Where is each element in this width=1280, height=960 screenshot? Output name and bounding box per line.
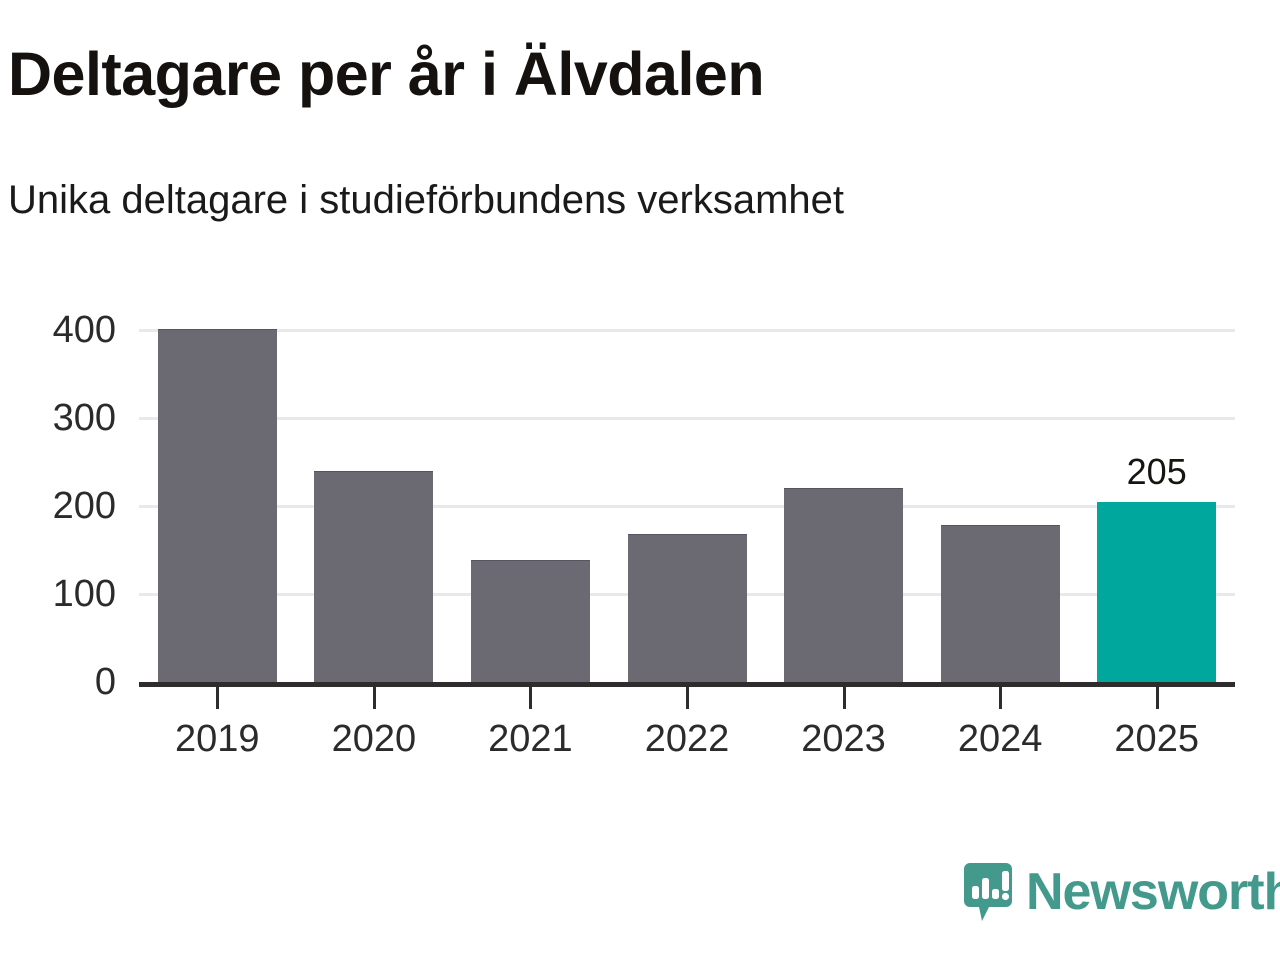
- chart-subtitle: Unika deltagare i studieförbundens verks…: [8, 178, 845, 222]
- speech-bubble-bar-chart-icon: [964, 863, 1012, 921]
- x-axis-tick: [372, 687, 376, 709]
- newsworthy-logo: Newsworthy: [962, 861, 1280, 923]
- bar-2019[interactable]: [157, 329, 277, 682]
- brand-name: Newsworthy: [1026, 863, 1280, 921]
- x-axis-label-2020: 2020: [331, 718, 417, 760]
- gridline: [139, 329, 1235, 332]
- bar-2023[interactable]: [784, 487, 904, 682]
- gridline: [139, 417, 1235, 420]
- x-axis-tick: [842, 687, 846, 709]
- bar-2020[interactable]: [314, 470, 434, 682]
- plot-area: 205 2019 2020 2021 2022 2023 2024 2025: [139, 329, 1235, 758]
- x-axis-tick: [1155, 687, 1159, 709]
- x-axis-label-2023: 2023: [801, 718, 886, 760]
- bar-value-label-2025: 205: [1126, 450, 1187, 492]
- bar-2024[interactable]: [940, 525, 1060, 682]
- gridline: [139, 505, 1235, 508]
- x-axis-label-2024: 2024: [957, 718, 1043, 760]
- y-axis-tick-label: 400: [52, 309, 116, 351]
- y-axis-tick-label: 100: [52, 573, 116, 615]
- x-axis-label-2019: 2019: [175, 718, 260, 760]
- bar-2021[interactable]: [470, 559, 590, 682]
- x-axis-tick: [216, 687, 220, 709]
- y-axis-tick-label: 300: [52, 397, 116, 439]
- y-axis-tick-label: 200: [52, 485, 116, 527]
- x-axis-tick: [529, 687, 533, 709]
- bar-2022[interactable]: [627, 534, 747, 682]
- x-axis-label-2021: 2021: [488, 718, 573, 760]
- y-axis-labels: 0 100 200 300 400: [0, 311, 116, 701]
- page-title: Deltagare per år i Älvdalen: [8, 40, 765, 108]
- bar-2025[interactable]: [1097, 501, 1217, 682]
- x-axis-label-2025: 2025: [1114, 718, 1199, 760]
- logo-mark: [962, 861, 1014, 923]
- y-axis-tick-label: 0: [94, 661, 116, 703]
- x-axis-tick: [686, 687, 689, 709]
- x-axis-label-2022: 2022: [644, 718, 730, 760]
- x-axis-line: [139, 682, 1235, 687]
- x-axis-tick: [999, 687, 1003, 709]
